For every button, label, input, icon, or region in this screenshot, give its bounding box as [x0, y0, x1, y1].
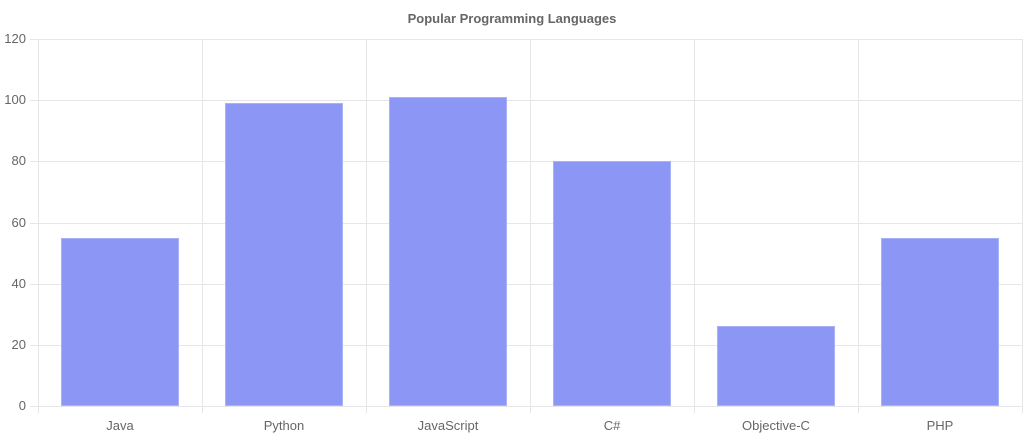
gridline [30, 406, 1022, 407]
gridline [858, 39, 859, 413]
chart-title: Popular Programming Languages [407, 11, 617, 26]
gridline [30, 283, 1022, 285]
bar-javascript[interactable] [388, 97, 508, 406]
y-tick-label: 120 [4, 31, 26, 46]
gridline [30, 222, 1022, 224]
gridline [38, 39, 39, 413]
bar-java[interactable] [60, 237, 180, 406]
bar-objective-c[interactable] [716, 326, 836, 406]
y-tick-label: 40 [11, 275, 26, 291]
gridline [694, 39, 695, 413]
gridline [1022, 39, 1023, 413]
x-tick-label: Python [263, 418, 305, 433]
x-tick-label: Objective-C [742, 418, 810, 433]
x-tick-label: PHP [926, 418, 954, 433]
gridline [30, 161, 1022, 163]
gridline [30, 344, 1022, 346]
y-tick-label: 20 [11, 336, 26, 352]
gridline [202, 39, 203, 413]
y-tick-label: 60 [11, 214, 26, 230]
bar-c-[interactable] [552, 161, 672, 406]
gridline [530, 39, 531, 413]
y-tick-label: 80 [11, 153, 26, 169]
gridline [30, 39, 1022, 40]
x-tick-label: JavaScript [417, 418, 479, 433]
plot-area: 0 20 40 60 80 100 120 [4, 31, 1023, 413]
gridline [366, 39, 367, 413]
x-tick-label: C# [603, 418, 621, 433]
gridline [30, 100, 1022, 102]
y-tick-label: 100 [4, 92, 26, 108]
x-tick-label: Java [106, 418, 134, 433]
bar-php[interactable] [880, 237, 1000, 406]
bar-python[interactable] [224, 103, 344, 406]
y-tick-label: 0 [18, 398, 26, 413]
